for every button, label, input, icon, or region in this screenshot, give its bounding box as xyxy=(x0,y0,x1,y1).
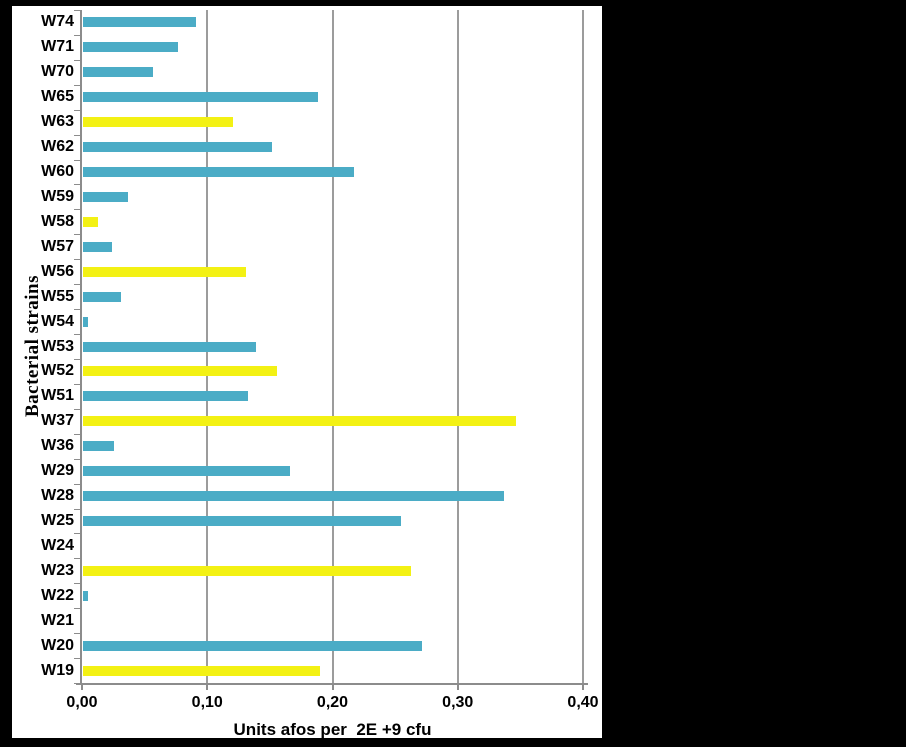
bar-W19 xyxy=(83,665,320,676)
category-label-W36: W36 xyxy=(41,437,74,455)
bar-W37 xyxy=(83,416,517,427)
category-label-W63: W63 xyxy=(41,113,74,131)
y-axis-tick xyxy=(74,458,81,460)
x-tick-label: 0,40 xyxy=(567,694,599,711)
bar-W22 xyxy=(83,590,88,601)
grid-line xyxy=(456,10,459,683)
x-tick-label: 0,10 xyxy=(191,694,223,711)
x-tick-label: 0,30 xyxy=(442,694,474,711)
y-axis-tick xyxy=(74,658,81,660)
bar-W59 xyxy=(83,191,129,202)
y-axis-tick xyxy=(74,309,81,311)
category-label-W59: W59 xyxy=(41,187,74,205)
y-axis-tick xyxy=(74,159,81,161)
category-label-W20: W20 xyxy=(41,636,74,654)
category-label-W19: W19 xyxy=(41,661,74,679)
y-axis-tick xyxy=(74,10,81,11)
y-axis-tick xyxy=(74,633,81,635)
bar-W20 xyxy=(83,640,423,651)
y-axis-tick xyxy=(74,358,81,360)
bar-W58 xyxy=(83,216,99,227)
bar-W53 xyxy=(83,341,256,352)
category-label-W62: W62 xyxy=(41,138,74,156)
y-axis-tick xyxy=(74,109,81,111)
x-axis-title: Units afos per 2E +9 cfu xyxy=(233,720,432,739)
bar-W55 xyxy=(83,291,121,302)
category-label-W53: W53 xyxy=(41,337,74,355)
y-axis-tick xyxy=(74,59,81,61)
y-axis-tick xyxy=(74,134,81,136)
y-axis-tick xyxy=(74,558,81,560)
y-axis-tick xyxy=(74,683,81,684)
x-axis-tick xyxy=(331,683,334,690)
category-label-W52: W52 xyxy=(41,362,74,380)
y-axis-tick xyxy=(74,84,81,86)
bar-W29 xyxy=(83,466,290,477)
y-axis-tick xyxy=(74,234,81,236)
bar-W62 xyxy=(83,142,273,153)
x-axis-tick xyxy=(582,683,584,690)
x-tick-label: 0,00 xyxy=(66,694,98,711)
bar-W74 xyxy=(83,17,196,28)
bar-W71 xyxy=(83,42,179,53)
bar-W57 xyxy=(83,241,112,252)
bar-W25 xyxy=(83,515,402,526)
category-label-W56: W56 xyxy=(41,262,74,280)
bar-W36 xyxy=(83,441,115,452)
y-axis-tick xyxy=(74,408,81,410)
y-axis-tick xyxy=(74,334,81,336)
bar-W54 xyxy=(83,316,88,327)
y-axis-tick xyxy=(74,284,81,286)
category-label-W25: W25 xyxy=(41,511,74,529)
x-axis-tick xyxy=(206,683,209,690)
y-axis-line xyxy=(80,10,82,683)
category-label-W55: W55 xyxy=(41,287,74,305)
y-axis-tick xyxy=(74,259,81,261)
category-label-W70: W70 xyxy=(41,63,74,81)
bar-W65 xyxy=(83,92,319,103)
bar-W70 xyxy=(83,67,154,78)
category-label-W22: W22 xyxy=(41,586,74,604)
x-tick-label: 0,20 xyxy=(316,694,349,711)
y-axis-tick xyxy=(74,209,81,211)
bar-W51 xyxy=(83,391,249,402)
category-label-W74: W74 xyxy=(41,13,74,31)
bar-W60 xyxy=(83,167,354,178)
category-label-W51: W51 xyxy=(41,387,74,405)
y-axis-tick xyxy=(74,483,81,485)
bar-W52 xyxy=(83,366,278,377)
bar-W28 xyxy=(83,491,504,502)
y-axis-tick xyxy=(74,184,81,186)
category-label-W21: W21 xyxy=(41,611,74,629)
category-label-W24: W24 xyxy=(41,536,74,554)
category-label-W65: W65 xyxy=(41,88,74,106)
y-axis-tick xyxy=(74,608,81,610)
category-label-W37: W37 xyxy=(41,412,74,430)
category-label-W54: W54 xyxy=(41,312,74,330)
y-axis-tick xyxy=(74,383,81,385)
y-axis-tick xyxy=(74,533,81,535)
grid-line xyxy=(582,10,584,683)
category-label-W58: W58 xyxy=(41,212,74,230)
category-label-W28: W28 xyxy=(41,487,74,505)
y-axis-tick xyxy=(74,34,81,36)
category-label-W23: W23 xyxy=(41,561,74,579)
chart-background: Bacterial strains Units afos per 2E +9 c… xyxy=(12,6,602,739)
category-label-W60: W60 xyxy=(41,163,74,181)
grid-line xyxy=(331,10,334,683)
y-axis-tick xyxy=(74,433,81,435)
category-label-W29: W29 xyxy=(41,462,74,480)
y-axis-tick xyxy=(74,508,81,510)
category-label-W57: W57 xyxy=(41,237,74,255)
bar-W56 xyxy=(83,266,246,277)
y-axis-tick xyxy=(74,583,81,585)
x-axis-tick xyxy=(456,683,459,690)
x-axis-tick xyxy=(81,683,83,690)
bar-W23 xyxy=(83,565,412,576)
category-label-W71: W71 xyxy=(41,38,74,56)
bar-W63 xyxy=(83,117,234,128)
